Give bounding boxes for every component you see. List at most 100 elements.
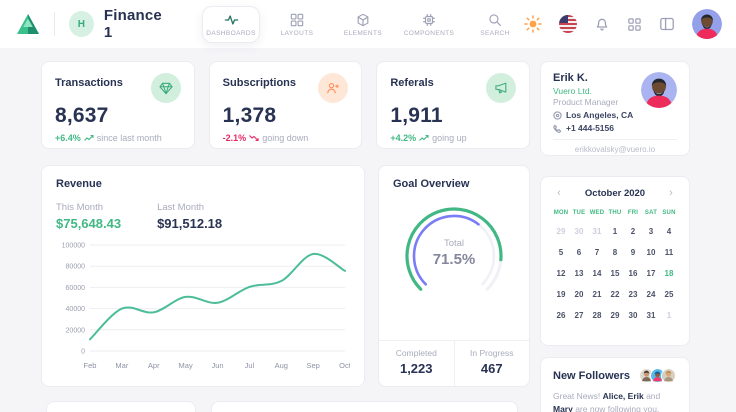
calendar-day[interactable]: 5 xyxy=(558,248,564,257)
svg-text:Oct: Oct xyxy=(339,361,350,370)
bell-icon[interactable] xyxy=(594,16,610,32)
follower-avatar-mary[interactable] xyxy=(661,368,677,384)
calendar-day[interactable]: 21 xyxy=(592,290,602,299)
followers-avatars xyxy=(639,368,677,384)
calendar-day[interactable]: 9 xyxy=(630,248,636,257)
apps-grid-icon[interactable] xyxy=(627,17,642,32)
trend-down-icon xyxy=(249,134,259,142)
cube-icon xyxy=(356,13,370,27)
calendar-day[interactable]: 26 xyxy=(556,311,566,320)
calendar-prev-button[interactable]: ‹ xyxy=(557,187,561,199)
sidebar-panel-icon[interactable] xyxy=(659,16,675,32)
calendar-day[interactable]: 10 xyxy=(646,248,656,257)
tab-label: DASHBOARDS xyxy=(206,29,256,37)
calendar-day[interactable]: 11 xyxy=(664,248,674,257)
calendar-day[interactable]: 4 xyxy=(666,227,672,236)
inprogress-stat: In Progress 467 xyxy=(453,341,530,386)
calendar-day[interactable]: 23 xyxy=(628,290,638,299)
user-avatar[interactable] xyxy=(692,9,722,39)
calendar-day[interactable]: 1 xyxy=(612,227,618,236)
calendar-day[interactable]: 30 xyxy=(628,311,638,320)
calendar-day[interactable]: 12 xyxy=(556,269,566,278)
stat-trend: +6.4% since last month xyxy=(55,133,162,143)
profile-phone-row: +1 444-5156 xyxy=(553,123,641,133)
calendar-day[interactable]: 16 xyxy=(628,269,638,278)
content-area: Transactions 8,637 +6.4% since last mont… xyxy=(0,48,736,412)
activity-icon xyxy=(224,13,239,27)
calendar-day-header: SAT xyxy=(644,210,658,216)
profile-location-row: Los Angeles, CA xyxy=(553,110,641,120)
cpu-icon xyxy=(422,13,436,27)
calendar-day[interactable]: 31 xyxy=(646,311,656,320)
svg-text:40000: 40000 xyxy=(66,306,86,313)
calendar-day[interactable]: 17 xyxy=(646,269,656,278)
stat-value: 1,378 xyxy=(222,104,277,127)
tab-dashboards[interactable]: DASHBOARDS xyxy=(202,5,260,43)
calendar-day[interactable]: 6 xyxy=(576,248,582,257)
bottom-row xyxy=(41,401,530,412)
profile-email[interactable]: erikkovalsky@vuero.io xyxy=(553,139,677,159)
calendar-day[interactable]: 2 xyxy=(630,227,636,236)
calendar-day[interactable]: 19 xyxy=(556,290,566,299)
svg-text:Jul: Jul xyxy=(245,361,255,370)
profile-card: Erik K. Vuero Ltd. Product Manager Los A… xyxy=(540,61,690,156)
calendar-day-selected[interactable]: 18 xyxy=(664,269,674,278)
calendar-day-header: FRI xyxy=(627,210,639,216)
tab-elements[interactable]: ELEMENTS xyxy=(334,6,392,43)
calendar-grid: MON TUE WED THU FRI SAT SUN 29 30 31 1 2 3 4 5 6 7 8 9 10 11… xyxy=(552,205,678,326)
tab-label: COMPONENTS xyxy=(403,29,455,37)
calendar-day-header: WED xyxy=(589,210,605,216)
revenue-line-chart: 0 20000 40000 60000 80000 100000 Feb Mar Apr May J… xyxy=(62,243,350,371)
theme-sun-icon[interactable] xyxy=(524,15,542,33)
calendar-day[interactable]: 3 xyxy=(648,227,654,236)
profile-avatar[interactable] xyxy=(641,72,677,108)
search-icon xyxy=(488,13,502,27)
profile-role: Product Manager xyxy=(553,97,619,107)
calendar-day-header: MON xyxy=(553,210,569,216)
calendar-day[interactable]: 29 xyxy=(610,311,620,320)
transactions-card[interactable]: Transactions 8,637 +6.4% since last mont… xyxy=(41,61,195,149)
workspace-badge[interactable]: H xyxy=(68,11,94,37)
megaphone-icon xyxy=(486,73,517,103)
right-column: Erik K. Vuero Ltd. Product Manager Los A… xyxy=(540,61,690,412)
stat-label: Referals xyxy=(390,77,434,89)
calendar-day[interactable]: 14 xyxy=(592,269,602,278)
calendar-day[interactable]: 1 xyxy=(666,311,672,320)
tab-label: LAYOUTS xyxy=(280,29,314,37)
referals-card[interactable]: Referals 1,911 +4.2% going up xyxy=(376,61,531,149)
calendar-day[interactable]: 15 xyxy=(610,269,620,278)
clipped-card-right xyxy=(211,401,518,412)
language-flag-us[interactable] xyxy=(559,15,577,33)
calendar-day[interactable]: 7 xyxy=(594,248,600,257)
calendar-day[interactable]: 8 xyxy=(612,248,618,257)
profile-company[interactable]: Vuero Ltd. xyxy=(553,86,592,96)
calendar-day[interactable]: 24 xyxy=(646,290,656,299)
tab-components[interactable]: COMPONENTS xyxy=(400,6,458,43)
stat-value: 8,637 xyxy=(55,104,109,127)
calendar-day[interactable]: 28 xyxy=(592,311,602,320)
calendar-next-button[interactable]: › xyxy=(669,187,673,199)
calendar-day[interactable]: 29 xyxy=(556,227,566,236)
vuero-logo[interactable] xyxy=(16,13,40,35)
calendar-day[interactable]: 31 xyxy=(592,227,602,236)
calendar-day-header: TUE xyxy=(572,210,586,216)
profile-name: Erik K. xyxy=(553,72,588,84)
tab-search[interactable]: SEARCH xyxy=(466,6,524,43)
calendar-day[interactable]: 30 xyxy=(574,227,584,236)
calendar-month-label: October 2020 xyxy=(584,187,646,199)
new-followers-card: New Followers Great News! Alice, Erik xyxy=(540,357,690,412)
calendar-day-header: SUN xyxy=(662,210,676,216)
calendar-day[interactable]: 27 xyxy=(574,311,584,320)
tab-layouts[interactable]: LAYOUTS xyxy=(268,6,326,43)
followers-text: Great News! Alice, Erik and Mary are now… xyxy=(553,391,661,412)
subscriptions-card[interactable]: Subscriptions 1,378 -2.1% going down xyxy=(208,61,363,149)
calendar-day[interactable]: 25 xyxy=(664,290,674,299)
calendar-day[interactable]: 22 xyxy=(610,290,620,299)
revenue-card: Revenue This Month $75,648.43 Last Month… xyxy=(41,165,365,387)
calendar-day[interactable]: 13 xyxy=(574,269,584,278)
calendar-day[interactable]: 20 xyxy=(574,290,584,299)
svg-text:20000: 20000 xyxy=(66,327,86,334)
page-title: Finance 1 xyxy=(103,7,162,41)
grid-icon xyxy=(290,13,304,27)
